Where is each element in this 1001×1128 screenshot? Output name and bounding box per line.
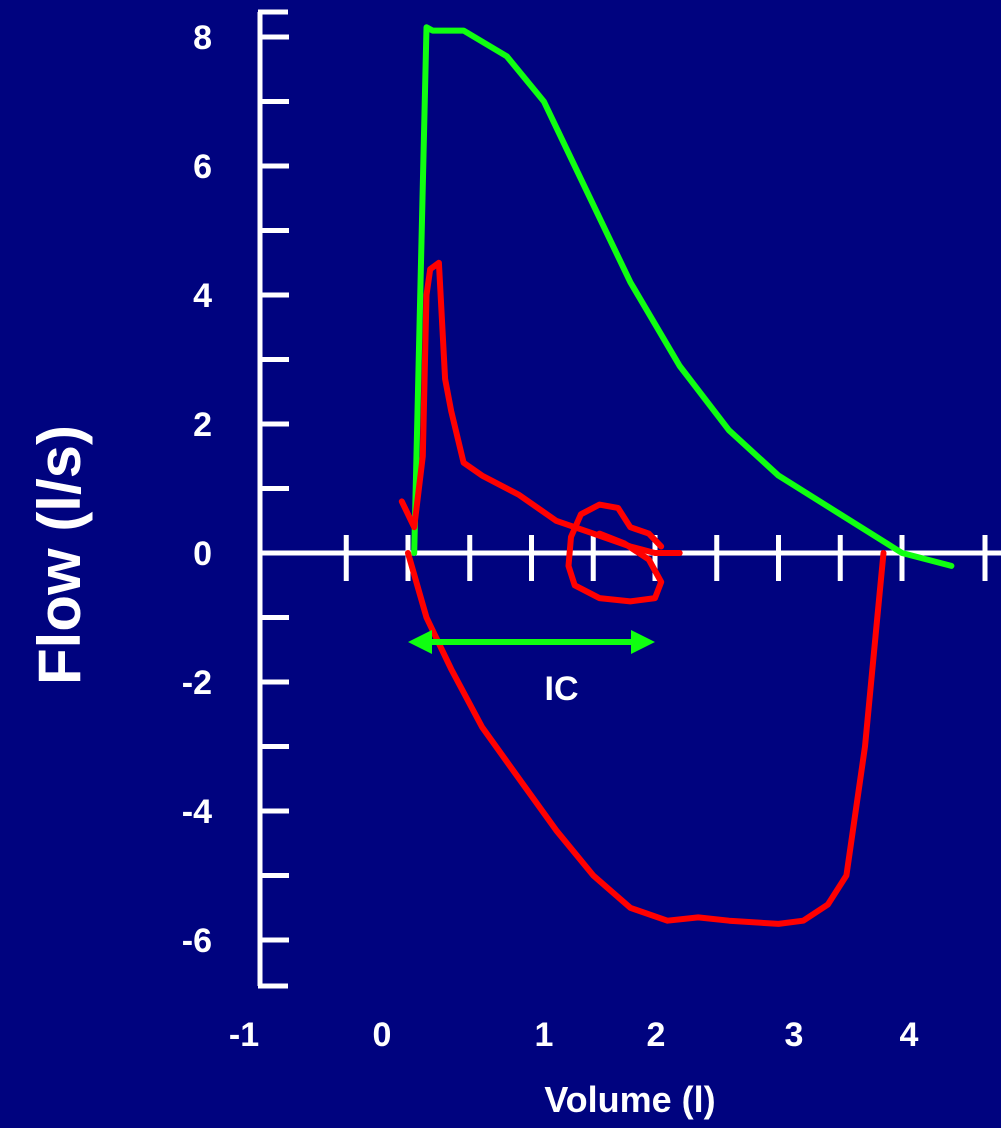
ticks [260, 37, 985, 940]
y-tick-label: -4 [182, 793, 212, 831]
x-axis-title: Volume (l) [544, 1079, 715, 1120]
y-tick-label: 2 [193, 406, 212, 444]
y-tick-label: 8 [193, 19, 212, 57]
tick-labels: 8 6 4 2 0 -2 -4 -6 -1 0 1 2 3 4 [182, 19, 919, 1054]
x-tick-label: 2 [647, 1016, 666, 1054]
x-tick-label: 0 [373, 1016, 392, 1054]
ic-arrow-left-head [408, 630, 432, 654]
y-tick-label: -2 [182, 664, 212, 702]
y-tick-label: 4 [193, 277, 212, 315]
x-tick-label: 1 [535, 1016, 554, 1054]
x-tick-label: 3 [785, 1016, 804, 1054]
ic-label: IC [545, 670, 579, 708]
tidal-expiratory-line [402, 263, 680, 553]
x-tick-label: -1 [229, 1016, 259, 1054]
tidal-inspiratory-line [408, 553, 884, 924]
series-layer [402, 27, 952, 924]
y-tick-label: 0 [193, 535, 212, 573]
y-tick-label: 6 [193, 148, 212, 186]
axes [258, 12, 1001, 986]
y-axis-title: Flow (l/s) [26, 425, 93, 685]
x-tick-label: 4 [900, 1016, 919, 1054]
annotation-layer: IC [408, 630, 655, 708]
ic-arrow-right-head [631, 630, 655, 654]
y-tick-label: -6 [182, 922, 212, 960]
